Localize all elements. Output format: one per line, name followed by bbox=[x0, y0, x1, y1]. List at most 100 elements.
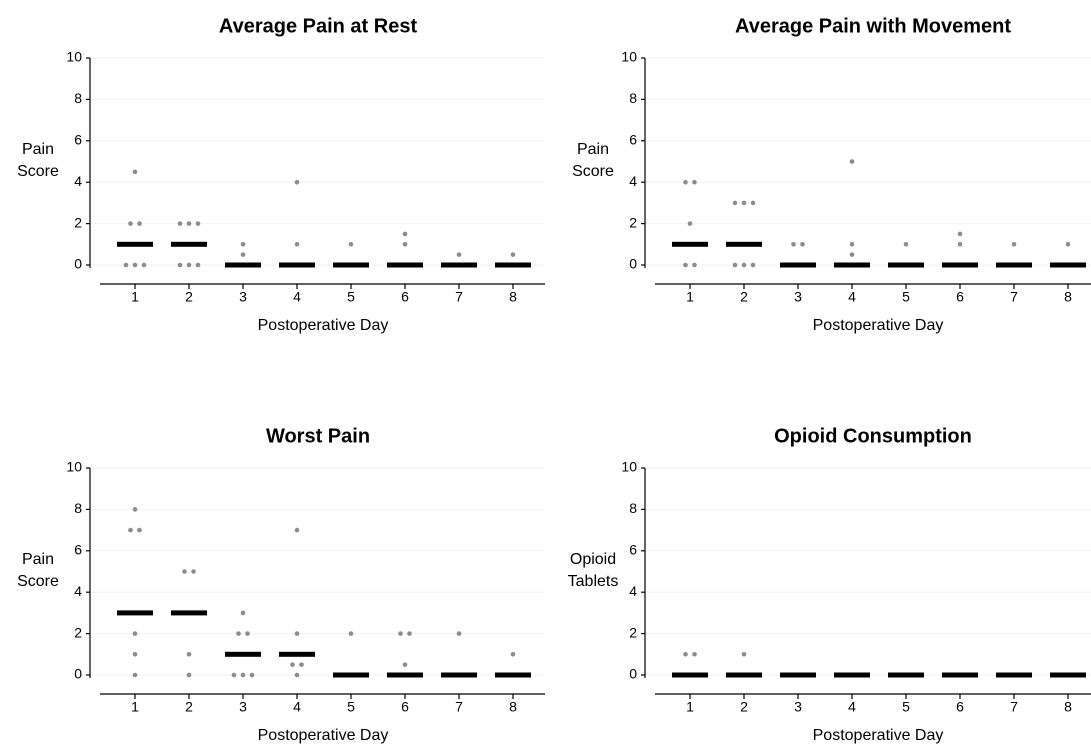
median-bar bbox=[996, 672, 1032, 678]
panel: Worst Pain Pain Score Postoperative Day 0 2 4 6… bbox=[17, 425, 545, 744]
data-point bbox=[402, 662, 408, 667]
data-point bbox=[236, 631, 241, 636]
x-axis-label: Postoperative Day bbox=[813, 727, 944, 744]
x-tick-label: 4 bbox=[848, 289, 856, 305]
y-tick-label: 0 bbox=[74, 256, 82, 272]
median-bar bbox=[888, 672, 924, 678]
panel: Average Pain with Movement Pain Score Posto… bbox=[572, 15, 1091, 334]
data-point bbox=[294, 631, 300, 636]
y-axis-label: Score bbox=[572, 163, 614, 180]
median-bar bbox=[333, 672, 369, 678]
data-point bbox=[957, 242, 963, 247]
data-point bbox=[750, 200, 756, 206]
y-axis-label: Pain bbox=[22, 141, 54, 158]
y-tick-label: 8 bbox=[629, 500, 637, 516]
x-tick-label: 4 bbox=[293, 289, 301, 305]
data-point bbox=[231, 672, 237, 678]
median-bar bbox=[387, 672, 423, 678]
y-tick-label: 10 bbox=[66, 49, 82, 65]
data-point bbox=[692, 179, 697, 185]
data-point bbox=[195, 221, 201, 226]
median-bar bbox=[279, 262, 315, 268]
data-point bbox=[456, 631, 462, 636]
x-tick-label: 7 bbox=[455, 289, 463, 305]
data-point bbox=[182, 569, 187, 574]
x-tick-label: 7 bbox=[1010, 289, 1018, 305]
x-tick-label: 6 bbox=[401, 289, 409, 305]
data-point bbox=[191, 569, 196, 574]
data-point bbox=[137, 221, 142, 226]
panel: Average Pain at Rest Pain Score Postoperati… bbox=[17, 15, 545, 334]
data-point bbox=[741, 262, 747, 268]
x-tick-label: 5 bbox=[902, 289, 910, 305]
median-bar bbox=[117, 241, 153, 247]
x-tick-label: 6 bbox=[956, 289, 964, 305]
data-point bbox=[402, 231, 408, 237]
median-bar bbox=[441, 262, 477, 268]
data-point bbox=[132, 507, 138, 512]
data-point bbox=[741, 200, 747, 206]
y-tick-label: 10 bbox=[621, 459, 637, 475]
x-axis-label: Postoperative Day bbox=[258, 727, 389, 744]
median-bar bbox=[780, 672, 816, 678]
panel-title: Average Pain with Movement bbox=[735, 15, 1011, 37]
median-bar bbox=[495, 262, 531, 268]
x-tick-label: 5 bbox=[347, 699, 355, 715]
median-bar bbox=[780, 262, 816, 268]
y-axis-label: Score bbox=[17, 573, 59, 590]
y-axis-label: Opioid bbox=[570, 551, 616, 568]
y-axis-label: Score bbox=[17, 163, 59, 180]
y-tick-label: 6 bbox=[74, 542, 82, 558]
data-point bbox=[128, 527, 133, 533]
y-axis-label: Pain bbox=[22, 551, 54, 568]
y-tick-label: 10 bbox=[621, 49, 637, 65]
x-tick-label: 3 bbox=[794, 289, 802, 305]
data-point bbox=[249, 672, 255, 678]
median-bar bbox=[495, 672, 531, 678]
data-point bbox=[849, 242, 855, 247]
y-tick-label: 0 bbox=[629, 256, 637, 272]
x-tick-label: 1 bbox=[131, 289, 139, 305]
data-point bbox=[510, 652, 516, 657]
x-tick-label: 7 bbox=[1010, 699, 1018, 715]
data-point bbox=[732, 200, 738, 206]
data-point bbox=[402, 242, 408, 247]
y-tick-label: 8 bbox=[74, 500, 82, 516]
median-bar bbox=[117, 610, 153, 616]
data-point bbox=[132, 672, 138, 678]
median-bar bbox=[996, 262, 1032, 268]
x-tick-label: 3 bbox=[794, 699, 802, 715]
median-bar bbox=[171, 241, 207, 247]
x-tick-label: 2 bbox=[185, 289, 193, 305]
data-point bbox=[240, 672, 246, 678]
data-point bbox=[177, 262, 183, 268]
data-point bbox=[750, 262, 756, 268]
y-tick-label: 10 bbox=[66, 459, 82, 475]
median-bar bbox=[171, 610, 207, 616]
data-point bbox=[692, 262, 697, 268]
y-tick-label: 6 bbox=[629, 542, 637, 558]
y-tick-label: 2 bbox=[629, 214, 637, 230]
y-tick-label: 4 bbox=[629, 173, 637, 189]
data-point bbox=[141, 262, 147, 268]
data-point bbox=[348, 242, 354, 247]
x-tick-label: 1 bbox=[686, 289, 694, 305]
median-bar bbox=[942, 672, 978, 678]
y-tick-label: 0 bbox=[74, 666, 82, 682]
y-tick-label: 2 bbox=[74, 624, 82, 640]
data-point bbox=[683, 652, 688, 657]
data-point bbox=[407, 631, 412, 636]
data-point bbox=[456, 252, 462, 257]
median-bar bbox=[834, 262, 870, 268]
median-bar bbox=[1050, 262, 1086, 268]
x-tick-label: 8 bbox=[1064, 289, 1072, 305]
y-tick-label: 0 bbox=[629, 666, 637, 682]
data-point bbox=[240, 242, 246, 247]
y-tick-label: 6 bbox=[629, 132, 637, 148]
median-bar bbox=[726, 672, 762, 678]
x-tick-label: 6 bbox=[956, 699, 964, 715]
panel-title: Average Pain at Rest bbox=[219, 15, 418, 37]
data-point bbox=[294, 527, 300, 533]
data-point bbox=[683, 262, 688, 268]
